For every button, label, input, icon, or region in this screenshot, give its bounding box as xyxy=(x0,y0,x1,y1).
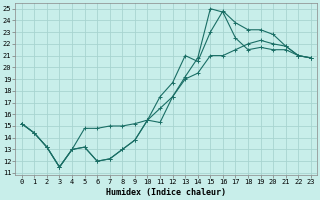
X-axis label: Humidex (Indice chaleur): Humidex (Indice chaleur) xyxy=(106,188,226,197)
